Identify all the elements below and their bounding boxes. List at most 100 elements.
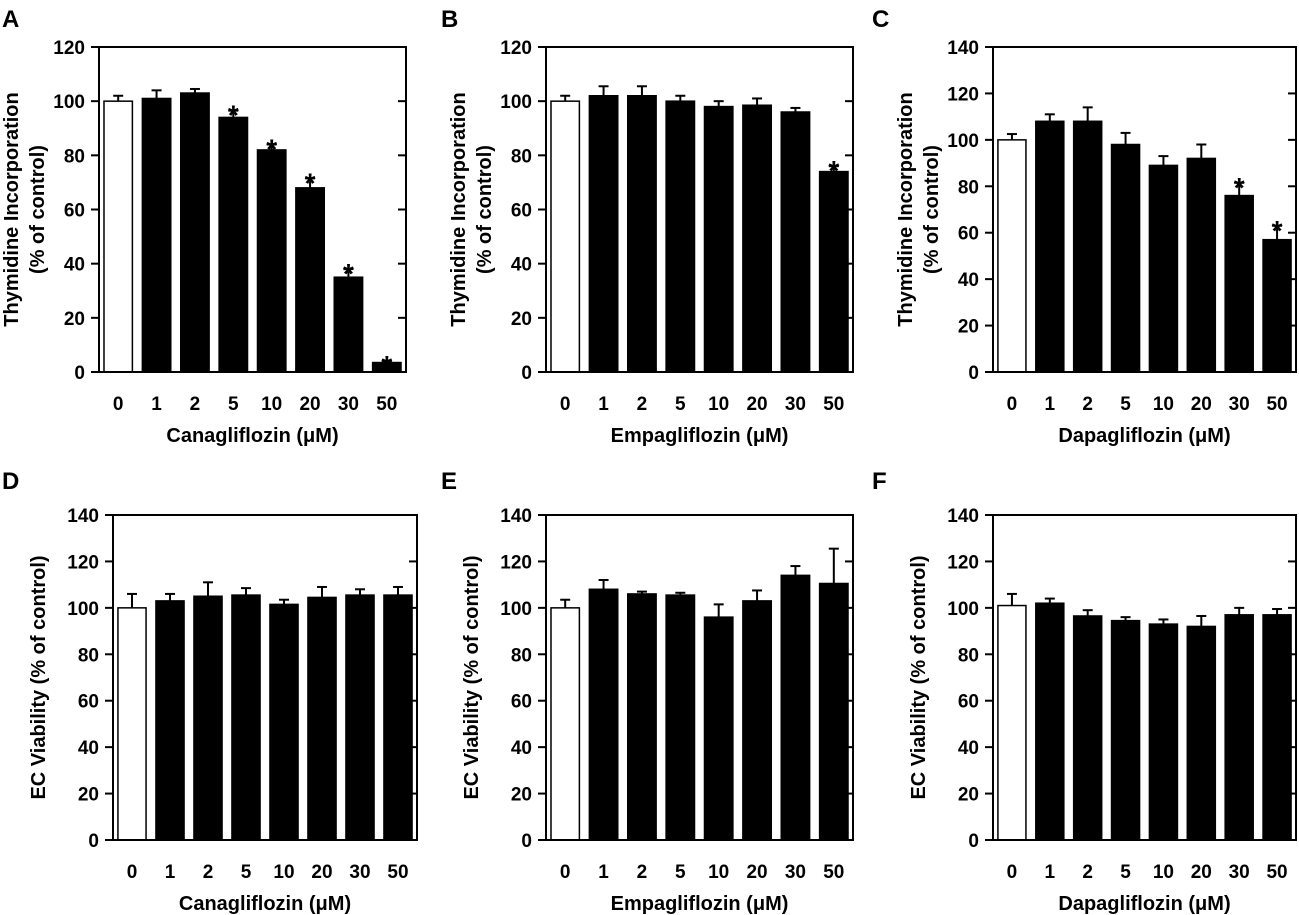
treatment-bar (1186, 625, 1217, 841)
treatment-bar (588, 588, 619, 841)
x-tick-label: 10 (261, 394, 282, 415)
plot-frame (545, 46, 854, 373)
x-axis-title: Empagliflozin (μM) (611, 425, 789, 447)
treatment-bar (1035, 120, 1065, 373)
x-tick-label: 2 (1082, 394, 1093, 415)
y-axis-title: (% of control) (921, 145, 943, 274)
y-tick-label: 100 (947, 599, 979, 620)
y-tick-label: 40 (78, 738, 99, 759)
x-tick-label: 0 (1007, 394, 1018, 415)
y-tick-label: 20 (958, 317, 979, 338)
treatment-bar (179, 92, 210, 373)
y-axis-title: EC Viability (% of control) (908, 555, 930, 799)
x-tick-label: 30 (349, 862, 370, 883)
treatment-bar (193, 595, 223, 841)
treatment-bar (231, 594, 261, 841)
y-tick-label: 140 (947, 506, 979, 527)
x-axis-title: Dapagliflozin (μM) (1058, 893, 1230, 915)
x-tick-label: 20 (746, 394, 767, 415)
significance-asterisk: * (228, 100, 239, 131)
x-tick-label: 1 (598, 394, 609, 415)
plot-frame (98, 46, 407, 373)
y-tick-label: 20 (511, 309, 532, 330)
panel-label: F (872, 468, 887, 495)
control-bar (997, 139, 1027, 373)
treatment-bar (1072, 615, 1103, 841)
x-tick-label: 30 (785, 862, 806, 883)
y-tick-label: 100 (500, 92, 532, 113)
treatment-bar (703, 616, 734, 841)
y-tick-label: 40 (64, 255, 85, 276)
y-tick-label: 0 (968, 831, 979, 852)
treatment-bar (256, 149, 287, 373)
x-tick-label: 30 (1229, 394, 1250, 415)
y-tick-label: 100 (67, 599, 99, 620)
significance-asterisk: * (305, 167, 316, 198)
y-axis-title: (% of control) (27, 145, 49, 274)
treatment-bar (345, 594, 375, 841)
treatment-bar (1262, 614, 1292, 841)
significance-asterisk: * (381, 350, 392, 381)
treatment-bar (333, 276, 364, 373)
treatment-bar (1148, 164, 1179, 373)
x-axis-title: Empagliflozin (μM) (611, 893, 789, 915)
y-tick-label: 20 (64, 309, 85, 330)
y-tick-label: 0 (74, 363, 85, 384)
x-tick-label: 10 (1153, 394, 1174, 415)
control-bar (117, 607, 147, 841)
x-tick-label: 1 (1045, 862, 1056, 883)
plot-frame (992, 514, 1297, 841)
y-tick-label: 120 (947, 552, 979, 573)
treatment-bar (1072, 120, 1103, 373)
y-tick-label: 120 (500, 552, 532, 573)
treatment-bar (307, 596, 337, 841)
x-tick-label: 5 (228, 394, 239, 415)
panel-label: B (441, 6, 458, 33)
x-tick-label: 0 (1007, 862, 1018, 883)
x-tick-label: 20 (299, 394, 320, 415)
x-tick-label: 10 (1153, 862, 1174, 883)
treatment-bar (588, 95, 619, 373)
y-tick-label: 60 (958, 692, 979, 713)
x-tick-label: 1 (165, 862, 176, 883)
x-axis-title: Canagliflozin (μM) (179, 893, 351, 915)
y-tick-label: 140 (67, 506, 99, 527)
y-tick-label: 40 (958, 738, 979, 759)
plot-frame (112, 514, 418, 841)
treatment-bar (1110, 619, 1141, 841)
treatment-bar (1035, 602, 1065, 841)
treatment-bar (269, 603, 299, 841)
y-tick-label: 80 (511, 645, 532, 666)
significance-asterisk: * (266, 134, 277, 165)
significance-asterisk: * (1272, 215, 1283, 246)
panel-c: C 0 20 40 60 80 100 120 140 0 1 2 5 10 20 * 30 * 50 Dapagli… (872, 6, 1297, 447)
x-tick-label: 20 (1191, 394, 1212, 415)
x-tick-label: 2 (637, 862, 648, 883)
x-tick-label: 2 (1082, 862, 1093, 883)
treatment-bar (818, 170, 849, 373)
x-tick-label: 0 (560, 862, 571, 883)
y-tick-label: 100 (947, 131, 979, 152)
y-tick-label: 80 (64, 146, 85, 167)
panel-label: E (441, 468, 457, 495)
x-tick-label: 0 (113, 394, 124, 415)
x-tick-label: 5 (1120, 862, 1131, 883)
y-tick-label: 60 (78, 692, 99, 713)
significance-asterisk: * (1234, 172, 1245, 203)
treatment-bar (1186, 157, 1217, 373)
plot-frame (545, 514, 854, 841)
y-tick-label: 120 (67, 552, 99, 573)
y-tick-label: 100 (500, 599, 532, 620)
x-axis-title: Canagliflozin (μM) (166, 425, 338, 447)
treatment-bar (626, 95, 657, 373)
treatment-bar (703, 105, 734, 373)
x-tick-label: 2 (203, 862, 214, 883)
panel-label: D (2, 468, 19, 495)
y-tick-label: 60 (64, 201, 85, 222)
x-tick-label: 5 (675, 394, 686, 415)
treatment-bar (780, 574, 811, 841)
y-tick-label: 120 (500, 38, 532, 59)
x-tick-label: 20 (311, 862, 332, 883)
y-tick-label: 0 (521, 363, 532, 384)
